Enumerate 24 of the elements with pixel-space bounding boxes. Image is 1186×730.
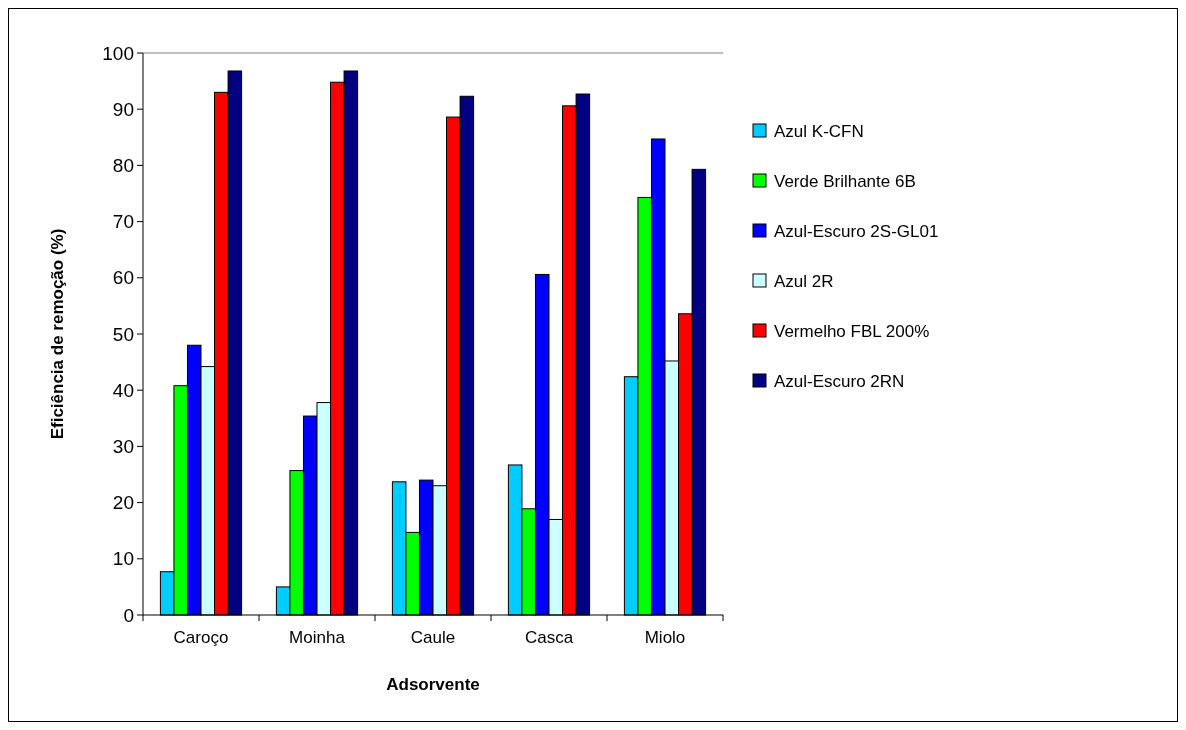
x-tick-label: Miolo [644,628,686,647]
y-tick-label: 70 [112,211,134,233]
legend-label: Vermelho FBL 200% [774,321,930,341]
legend-label: Azul-Escuro 2S-GL01 [774,221,939,241]
y-tick-label: 0 [123,604,134,626]
y-tick-label: 10 [112,548,134,570]
x-tick-label: Caule [410,628,456,647]
legend-label: Azul-Escuro 2RN [774,371,905,391]
y-tick-label: 60 [112,267,134,289]
y-tick-label: 100 [102,42,134,64]
y-axis-title: Eficiência de remoção (%) [48,228,67,440]
legend-label: Verde Brilhante 6B [774,171,916,191]
x-tick-label: Casca [524,628,574,647]
legend-label: Azul 2R [774,271,834,291]
y-tick-label: 50 [112,323,134,345]
x-tick-label: Caroço [173,628,229,647]
y-tick-label: 40 [112,379,134,401]
x-axis-title: Adsorvente [386,675,480,694]
y-tick-label: 80 [112,155,134,177]
y-tick-label: 20 [112,492,134,514]
y-tick-label: 90 [112,98,134,120]
y-tick-label: 30 [112,436,134,458]
x-tick-label: Moinha [289,628,346,647]
legend-label: Azul K-CFN [774,121,864,141]
